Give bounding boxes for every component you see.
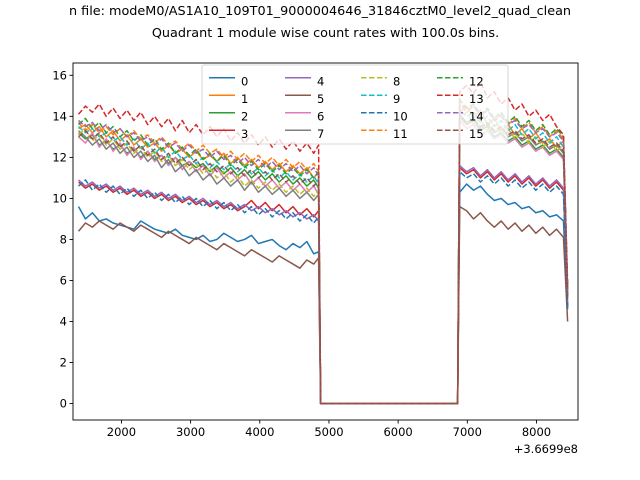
- data-line-14: [78, 101, 569, 405]
- legend-label-0[interactable]: 0: [241, 74, 248, 88]
- legend-label-10[interactable]: 10: [393, 109, 408, 123]
- y-tick-label-8: 8: [60, 232, 67, 246]
- legend-label-12[interactable]: 12: [469, 74, 484, 88]
- x-tick-label-5000: 5000: [314, 425, 343, 439]
- x-tick-label-8000: 8000: [522, 425, 551, 439]
- data-line-15: [78, 115, 569, 405]
- data-line-10: [78, 170, 569, 405]
- legend-label-13[interactable]: 13: [469, 92, 484, 106]
- y-tick-label-10: 10: [52, 191, 67, 205]
- y-tick-label-14: 14: [52, 109, 67, 123]
- y-tick-label-6: 6: [60, 273, 67, 287]
- data-line-6: [78, 119, 569, 405]
- legend-label-6[interactable]: 6: [317, 109, 324, 123]
- legend-label-14[interactable]: 14: [469, 109, 484, 123]
- y-tick-label-2: 2: [60, 356, 67, 370]
- data-line-7: [78, 113, 569, 405]
- figure-suptitle: n file: modeM0/AS1A10_109T01_9000004646_…: [0, 4, 640, 20]
- legend-label-5[interactable]: 5: [317, 92, 324, 106]
- y-tick-label-0: 0: [60, 397, 67, 411]
- data-line-2: [78, 115, 569, 405]
- legend-label-15[interactable]: 15: [469, 127, 484, 141]
- x-tick-label-3000: 3000: [176, 425, 205, 439]
- x-tick-label-6000: 6000: [383, 425, 412, 439]
- figure-suptitle-text: n file: modeM0/AS1A10_109T01_9000004646_…: [68, 4, 572, 19]
- legend-label-8[interactable]: 8: [393, 74, 400, 88]
- x-tick-label-2000: 2000: [107, 425, 136, 439]
- data-line-5: [77, 205, 569, 405]
- x-axis-offset-label: +3.6699e8: [514, 442, 578, 456]
- x-tick-label-7000: 7000: [453, 425, 482, 439]
- axes-title: Quadrant 1 module wise count rates with …: [151, 26, 500, 41]
- axes-spines: [72, 62, 579, 421]
- legend-label-9[interactable]: 9: [393, 92, 400, 106]
- legend-label-7[interactable]: 7: [317, 127, 324, 141]
- legend-box[interactable]: [201, 64, 509, 145]
- data-line-0: [77, 183, 569, 405]
- legend-label-2[interactable]: 2: [241, 109, 248, 123]
- legend-label-11[interactable]: 11: [393, 127, 408, 141]
- x-tick-label-4000: 4000: [245, 425, 274, 439]
- y-tick-label-16: 16: [52, 68, 67, 82]
- legend-label-1[interactable]: 1: [241, 92, 248, 106]
- data-line-4: [78, 164, 569, 405]
- legend-label-4[interactable]: 4: [317, 74, 324, 88]
- y-tick-label-12: 12: [52, 150, 67, 164]
- legend-label-3[interactable]: 3: [241, 127, 248, 141]
- data-line-3: [78, 166, 569, 405]
- y-tick-label-4: 4: [60, 315, 67, 329]
